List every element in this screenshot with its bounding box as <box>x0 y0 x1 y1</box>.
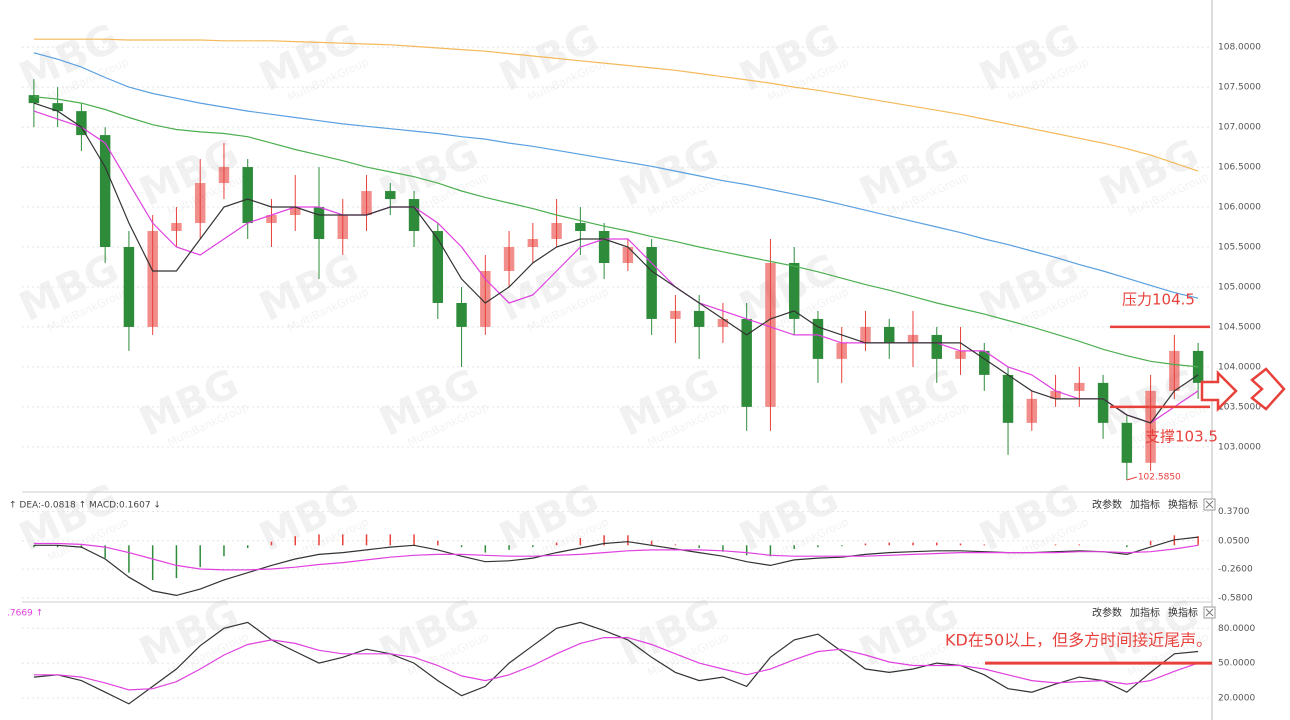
candle-body <box>646 246 657 319</box>
line-series <box>33 96 1199 368</box>
y-tick-label: 107.0000 <box>1218 123 1261 133</box>
line-series <box>33 637 1199 691</box>
close-icon <box>1205 500 1214 509</box>
close-icon <box>1205 608 1214 617</box>
candle-body <box>860 326 871 343</box>
candle-body <box>28 95 40 104</box>
candle-body <box>147 231 158 327</box>
panel-button[interactable]: 改参数 <box>1092 498 1122 511</box>
y-tick-label: 103.0000 <box>1218 442 1261 452</box>
candle-body <box>1121 422 1133 463</box>
candle-body <box>527 239 539 247</box>
candle-body <box>266 215 277 224</box>
y-tick-label: 106.5000 <box>1218 163 1261 173</box>
candle-body <box>1074 382 1085 391</box>
panel-button[interactable]: 加指标 <box>1130 606 1160 619</box>
y-tick-label: 108.0000 <box>1218 43 1261 53</box>
panel-header: .7669 ↑ <box>7 609 43 619</box>
candle-body <box>884 326 895 343</box>
candle-body <box>313 207 325 240</box>
candle-body <box>123 246 135 327</box>
y-tick-label: -0.5800 <box>1218 594 1253 604</box>
level-label: 压力104.5 <box>1122 290 1195 308</box>
candle-body <box>337 215 348 240</box>
panel-button[interactable]: 加指标 <box>1130 498 1160 511</box>
candle-body <box>812 318 824 359</box>
panel-button[interactable]: 换指标 <box>1168 606 1198 619</box>
candle-body <box>503 246 515 271</box>
candle-body <box>52 103 63 112</box>
panel-button[interactable]: 换指标 <box>1168 498 1198 511</box>
candle-body <box>432 231 444 303</box>
candle-body <box>788 262 800 319</box>
candle-body <box>1002 374 1014 423</box>
line-series <box>33 110 1199 424</box>
y-tick-label: 0.3700 <box>1218 507 1250 517</box>
candle-body <box>765 262 776 407</box>
candle-body <box>931 334 942 359</box>
min-marker-label: 102.5850 <box>1138 473 1181 483</box>
candle-body <box>1026 398 1038 423</box>
arrow[interactable] <box>1250 367 1286 411</box>
candle-body <box>622 246 634 263</box>
y-tick-label: 20.0000 <box>1218 694 1255 704</box>
candle-body <box>361 191 372 216</box>
y-tick-label: 107.5000 <box>1218 83 1261 93</box>
annotation-text: KD在50以上，但多方时间接近尾声。 <box>945 631 1212 650</box>
y-tick-label: 80.0000 <box>1218 624 1255 634</box>
candle-body <box>76 111 87 136</box>
candle-body <box>99 135 111 247</box>
level-label: 支撑103.5 <box>1145 427 1218 445</box>
candle-body <box>242 167 253 224</box>
candle-body <box>1097 382 1109 423</box>
candle-body <box>693 310 705 327</box>
min-marker-line <box>1126 476 1137 481</box>
y-tick-label: 105.5000 <box>1218 242 1261 252</box>
candle-body <box>194 183 206 224</box>
line-series <box>33 38 1199 172</box>
candle-body <box>1050 390 1061 399</box>
line-series <box>33 52 1199 299</box>
candle-body <box>218 167 230 184</box>
candle-body <box>290 207 301 216</box>
candle-body <box>1145 390 1156 463</box>
panel-header: ↑ DEA:-0.0818 ↑ MACD:0.1607 ↓ <box>9 501 161 511</box>
y-tick-label: -0.2600 <box>1218 565 1253 575</box>
candle-body <box>598 231 610 263</box>
candle-body <box>551 223 562 240</box>
candle-body <box>907 334 919 343</box>
y-tick-label: 103.5000 <box>1218 402 1261 412</box>
y-tick-label: 104.0000 <box>1218 362 1261 372</box>
line-series <box>33 102 1199 424</box>
candle-body <box>717 318 729 327</box>
panel-button[interactable]: 改参数 <box>1092 606 1122 619</box>
y-tick-label: 105.0000 <box>1218 282 1261 292</box>
candle-body <box>171 223 182 232</box>
nav-arrows[interactable] <box>1200 367 1286 413</box>
line-series <box>33 621 1199 705</box>
candle-body <box>1192 350 1204 383</box>
candle-body <box>456 302 467 327</box>
candle-body <box>979 350 990 375</box>
candle-body <box>836 342 847 359</box>
candle-body <box>741 318 752 407</box>
y-tick-label: 104.5000 <box>1218 322 1261 332</box>
candle-body <box>575 223 586 232</box>
candle-body <box>1169 350 1180 391</box>
candle-body <box>480 270 491 327</box>
y-tick-label: 106.0000 <box>1218 203 1261 213</box>
candle-body <box>955 350 966 359</box>
candle-body <box>408 199 420 232</box>
line-series <box>33 542 1199 571</box>
arrow[interactable] <box>1200 369 1238 413</box>
y-tick-label: 0.0500 <box>1218 536 1250 546</box>
candle-body <box>385 191 396 200</box>
candle-body <box>670 310 681 319</box>
y-tick-label: 50.0000 <box>1218 659 1255 669</box>
